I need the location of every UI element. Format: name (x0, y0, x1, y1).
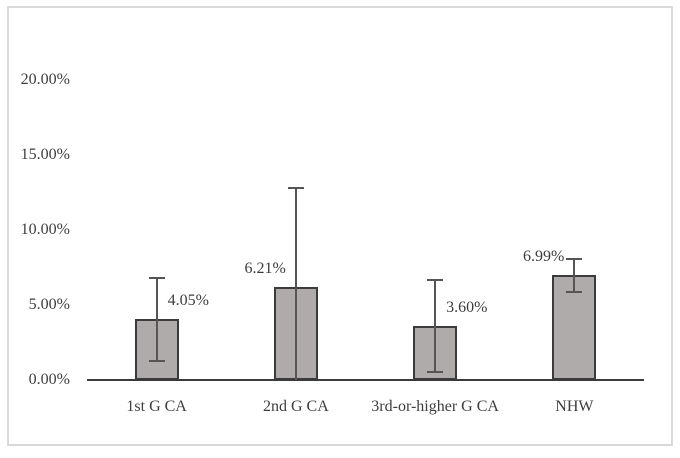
error-bar-line-2 (294, 188, 297, 380)
x-axis-line (87, 379, 644, 381)
category-label-3: 3rd-or-higher G CA (371, 398, 499, 415)
error-bar-top-cap-4 (566, 257, 583, 260)
error-bar-top-cap-3 (427, 278, 444, 281)
data-label-2: 6.21% (244, 259, 286, 277)
error-bar-top-cap-1 (148, 276, 165, 279)
error-bar-line-3 (434, 279, 437, 373)
y-axis-tick-label: 5.00% (28, 296, 70, 313)
y-axis-tick-label: 20.00% (20, 71, 70, 88)
error-bar-bottom-cap-1 (148, 359, 165, 362)
y-axis-tick-label: 0.00% (28, 371, 70, 388)
error-bar-top-cap-2 (287, 187, 304, 189)
category-label-2: 2nd G CA (262, 398, 329, 415)
y-axis-tick-label: 15.00% (20, 146, 70, 163)
category-label-1: 1st G CA (126, 398, 187, 415)
y-axis-tick-label: 10.00% (20, 221, 70, 238)
bar-4 (552, 275, 597, 380)
data-label-1: 4.05% (167, 292, 209, 310)
data-label-3: 3.60% (446, 299, 488, 316)
error-bar-bottom-cap-3 (427, 371, 444, 374)
error-bar-bottom-cap-4 (566, 290, 583, 293)
category-label-4: NHW (555, 398, 594, 415)
data-label-4: 6.99% (523, 248, 565, 266)
error-bar-line-4 (573, 258, 576, 292)
error-bar-line-1 (155, 277, 158, 361)
